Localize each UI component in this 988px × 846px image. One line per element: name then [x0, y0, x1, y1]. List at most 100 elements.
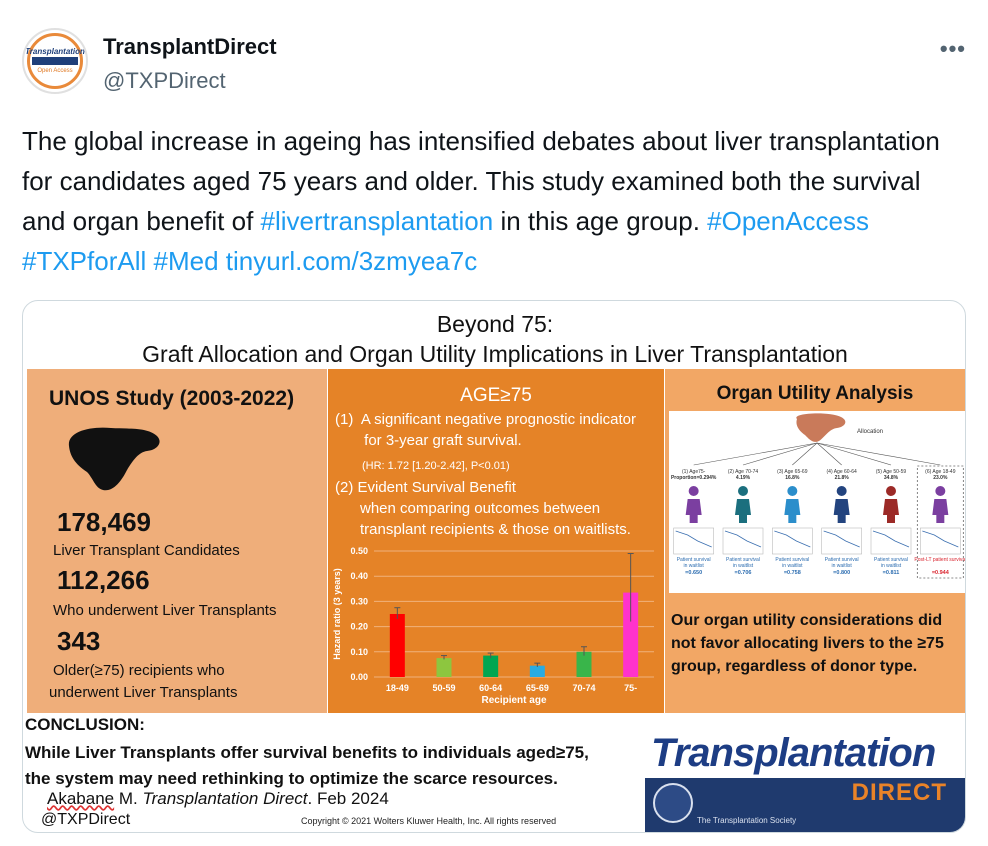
survival-curve — [675, 530, 712, 548]
group-label: (1) Age75- — [682, 469, 706, 475]
allocation-arrow — [816, 442, 842, 466]
hazard-chart-svg: 0.00 0.10 0.20 0.30 0.40 0.50 Hazard ratio (3 … — [332, 546, 654, 706]
survival-value: =0.650 — [685, 570, 702, 576]
person-icon — [883, 499, 899, 523]
liver-allocation-icon — [796, 413, 846, 442]
person-icon — [787, 486, 798, 496]
group-proportion: 23.0% — [933, 475, 948, 481]
survival-curve — [872, 530, 910, 548]
point-1-line: for 3-year graft survival. — [335, 432, 522, 449]
person-icon — [886, 486, 896, 496]
x-tick-label: 18-49 — [386, 683, 409, 693]
logo-society: The Transplantation Society — [697, 816, 797, 825]
survival-curve-box — [722, 527, 764, 555]
highlight-box — [916, 465, 964, 579]
group-label: (5) Age 50-59 — [876, 469, 907, 475]
display-name[interactable]: TransplantDirect — [103, 34, 277, 59]
survival-value: =0.944 — [932, 570, 950, 576]
conclusion-text: While Liver Transplants offer survival b… — [25, 740, 665, 792]
citation-author: Akabane — [47, 789, 115, 808]
infographic-subtitle: Graft Allocation and Organ Utility Impli… — [142, 341, 848, 367]
survival-label: Patient survival — [775, 557, 809, 563]
group-label: (3) Age 65-69 — [777, 469, 808, 475]
stat-older-label: Older(≥75) recipients who — [53, 662, 225, 679]
avatar[interactable]: Transplantation Open Access — [22, 28, 88, 94]
hashtag-link[interactable]: tinyurl.com/3zmyea7c — [225, 246, 478, 276]
unos-study-panel: UNOS Study (2003-2022) 178,469 Liver Tra… — [27, 369, 327, 713]
user-handle[interactable]: @TXPDirect — [103, 68, 226, 93]
allocation-label: Allocation — [857, 429, 883, 435]
survival-label: in waitlist — [782, 563, 803, 569]
tweet-text-segment — [219, 246, 226, 276]
transplantation-direct-logo: Transplantation DIRECT The Transplantati… — [645, 725, 965, 832]
y-tick-label: 0.40 — [350, 571, 368, 581]
stat-older-number: 343 — [57, 626, 101, 656]
organ-utility-diagram: Allocation (1) Age75- Proportion=0.294% Pat… — [669, 411, 965, 593]
conclusion-line: While Liver Transplants offer survival b… — [25, 743, 589, 762]
organ-utility-heading: Organ Utility Analysis — [716, 383, 914, 404]
x-axis-label: Recipient age — [481, 695, 546, 706]
y-tick-label: 0.30 — [350, 596, 368, 606]
more-options-icon[interactable]: ••• — [939, 36, 966, 61]
organ-utility-conclusion: Our organ utility considerations did not… — [671, 609, 963, 678]
avatar-sub-text: Open Access — [37, 68, 73, 74]
allocation-arrow — [693, 442, 818, 466]
group-label: (2) Age 70-74 — [728, 469, 759, 475]
conclusion-heading: CONCLUSION: — [25, 715, 145, 734]
citation-date: . Feb 2024 — [307, 789, 389, 808]
stat-transplants-number: 112,266 — [57, 565, 150, 595]
stat-older-label-2: underwent Liver Transplants — [49, 684, 238, 701]
survival-curve — [774, 530, 811, 548]
point-2-line: when comparing outcomes between — [335, 500, 601, 517]
organ-utility-svg: Allocation (1) Age75-Proportion=0.294% Pat… — [671, 413, 965, 579]
logo-wordmark: Transplantation — [651, 731, 936, 775]
survival-label: Patient survival — [874, 557, 908, 563]
hashtag-link[interactable]: #TXPforAll — [22, 246, 147, 276]
logo-banner — [645, 778, 965, 832]
survival-label: in waitlist — [881, 563, 902, 569]
tweet-media-image[interactable]: Beyond 75: Graft Allocation and Organ Ut… — [22, 300, 966, 833]
person-icon — [688, 486, 699, 496]
hashtag-link[interactable]: #Med — [153, 246, 219, 276]
age-panel: AGE≥75 (1) A significant negative progno… — [328, 369, 664, 713]
survival-label: Patient survival — [677, 557, 711, 563]
bar — [529, 665, 545, 677]
avatar-ring — [27, 33, 83, 89]
avatar-brand-bar — [32, 57, 78, 65]
bar — [436, 658, 452, 677]
person-icon — [784, 499, 801, 523]
survival-value: =0.811 — [883, 570, 900, 576]
liver-icon — [68, 427, 160, 491]
survival-value: =0.706 — [735, 570, 752, 576]
hashtag-link[interactable]: #OpenAccess — [707, 206, 870, 236]
point-2-line: transplant recipients & those on waitlis… — [335, 521, 631, 538]
stat-candidates-label: Liver Transplant Candidates — [53, 542, 240, 559]
group-label: (4) Age 60-64 — [827, 469, 858, 475]
copyright: Copyright © 2021 Wolters Kluwer Health, … — [301, 816, 557, 826]
person-icon — [836, 486, 847, 496]
y-tick-label: 0.10 — [350, 647, 368, 657]
survival-label: in waitlist — [684, 563, 705, 569]
utility-conclusion-line: group, regardless of donor type. — [671, 658, 918, 675]
tweet-text-segment: The global increase in ageing has intens… — [22, 126, 940, 236]
avatar-brand-text: Transplantation — [25, 47, 85, 56]
organ-utility-panel: Organ Utility Analysis Allocation (1) Age… — [665, 369, 965, 713]
x-tick-label: 50-59 — [432, 683, 455, 693]
person-icon — [735, 499, 751, 523]
logo-direct: DIRECT — [851, 779, 947, 806]
survival-label: Patient survival — [726, 557, 760, 563]
x-tick-label: 75- — [624, 683, 637, 693]
survival-value: =0.758 — [784, 570, 801, 576]
survival-curve-box — [870, 527, 912, 555]
survival-curve-box — [920, 527, 961, 555]
hashtag-link[interactable]: #livertransplantation — [260, 206, 494, 236]
group-proportion: 21.8% — [835, 475, 850, 481]
y-tick-label: 0.50 — [350, 546, 368, 556]
footer-handle: @TXPDirect — [41, 811, 131, 828]
point-2: (2) Evident Survival Benefit when compar… — [335, 477, 631, 540]
survival-label: Post-LT patient survival — [914, 557, 965, 563]
person-icon — [935, 486, 946, 496]
utility-conclusion-line: not favor allocating livers to the ≥75 — [671, 635, 944, 652]
infographic-title: Beyond 75: — [436, 311, 554, 337]
point-1: (1) A significant negative prognostic in… — [335, 409, 636, 451]
